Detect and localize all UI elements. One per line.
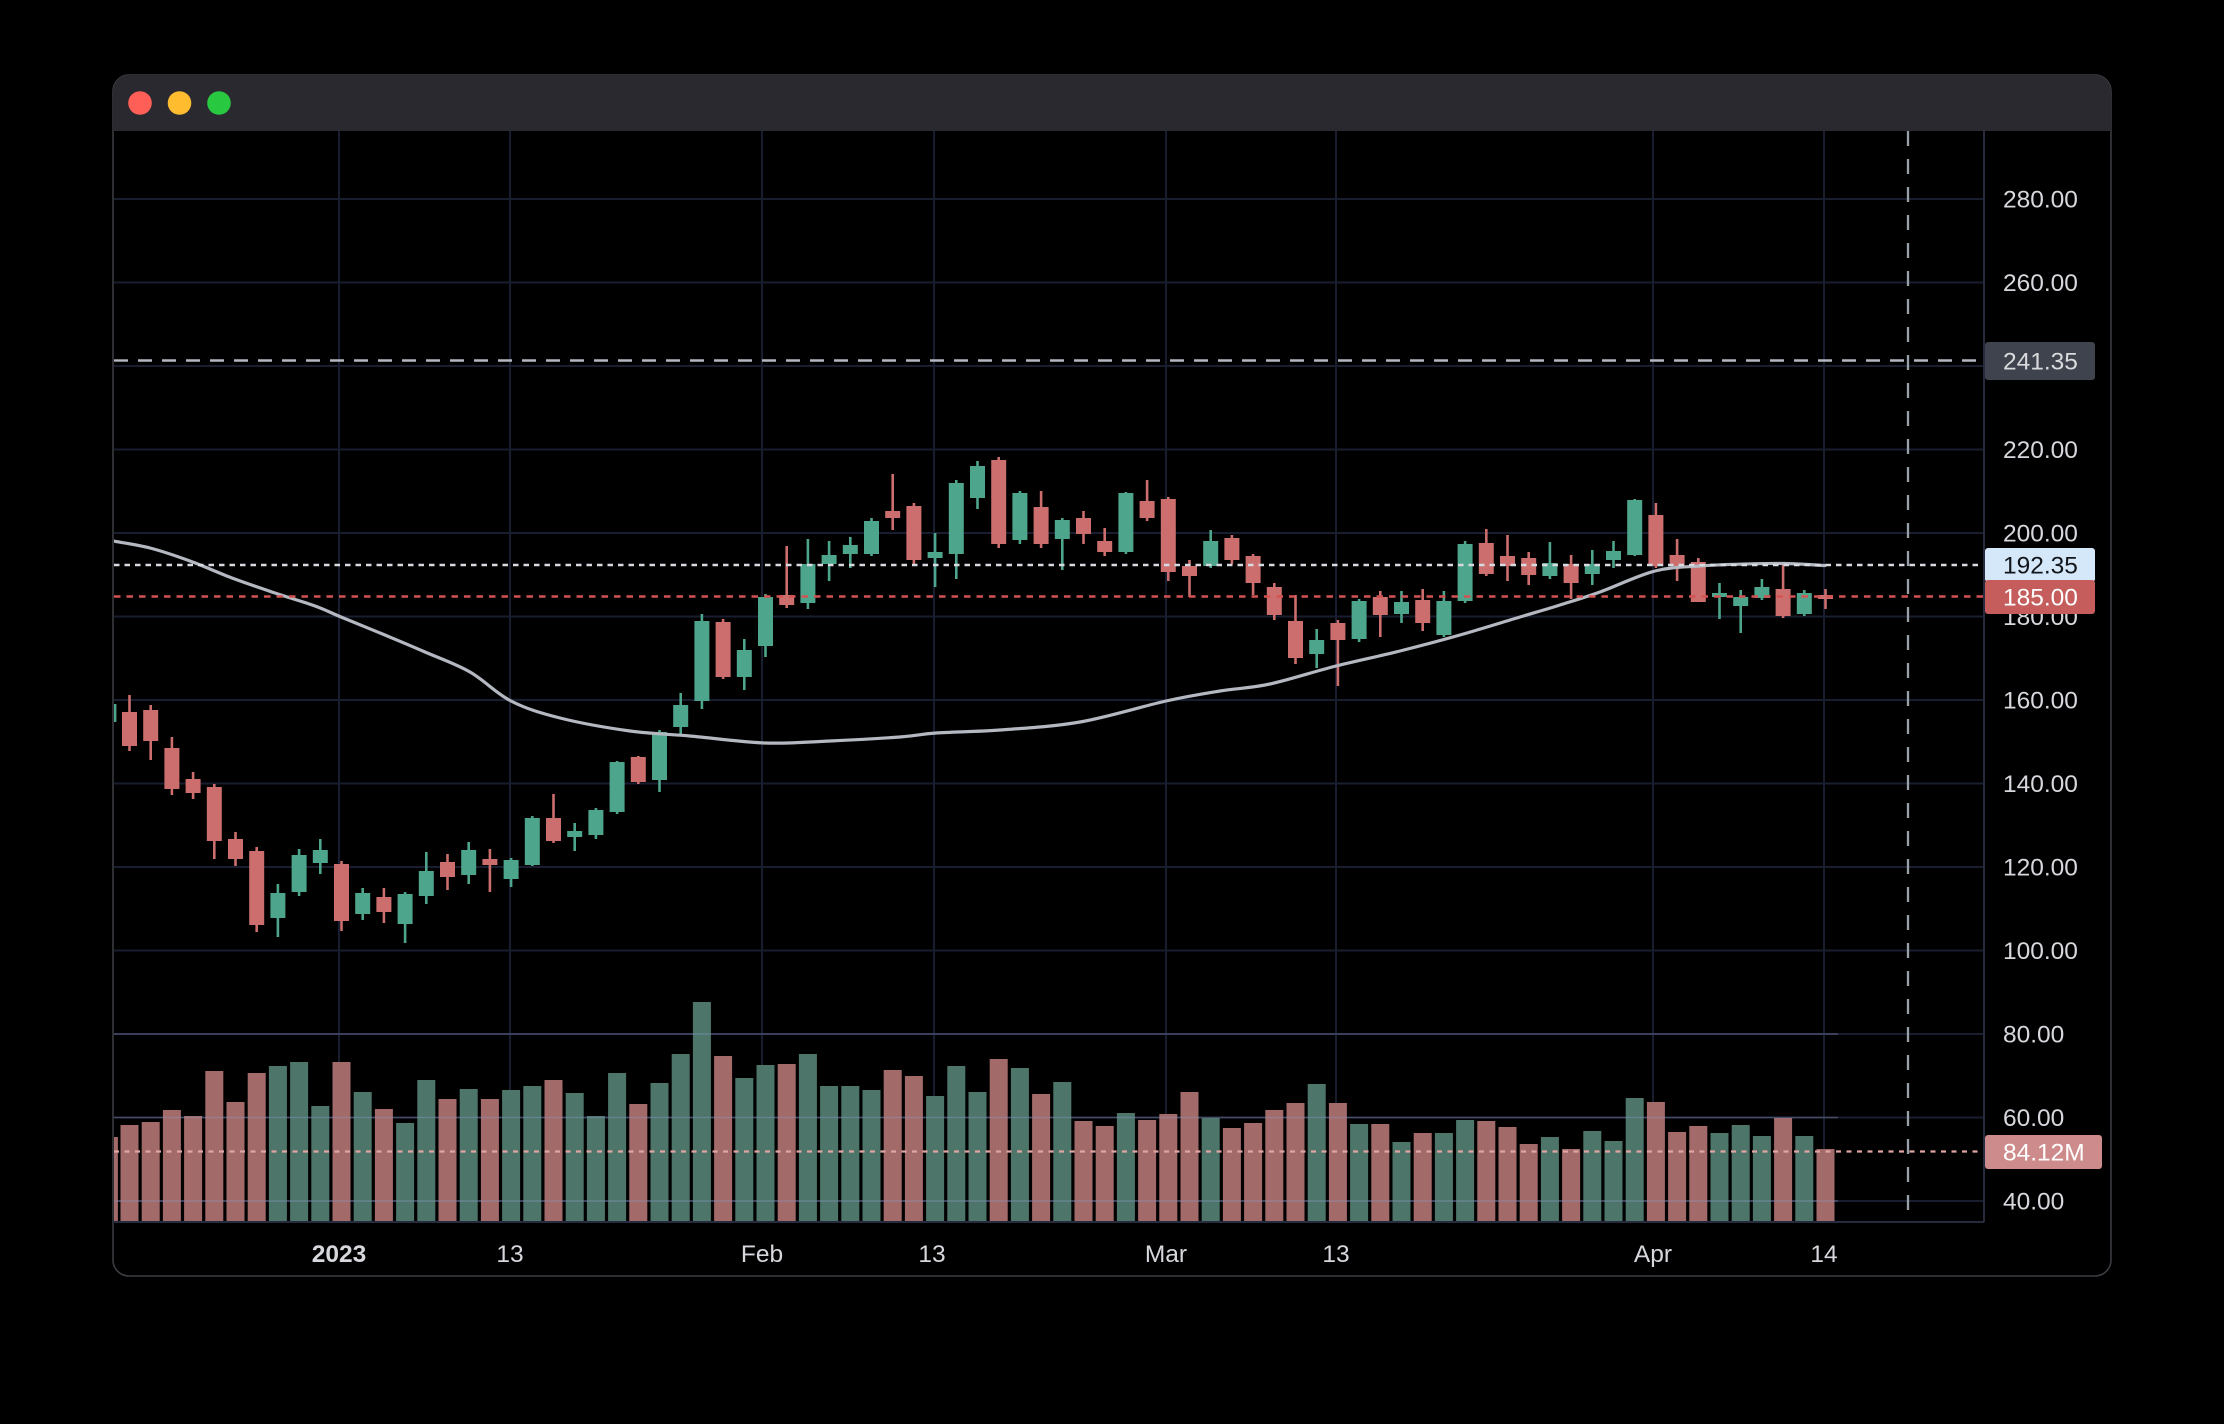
svg-text:192.35: 192.35 — [2003, 553, 2078, 580]
svg-text:100.00: 100.00 — [2003, 938, 2078, 965]
svg-text:13: 13 — [1322, 1241, 1349, 1268]
svg-text:241.35: 241.35 — [2003, 349, 2078, 376]
svg-text:13: 13 — [496, 1241, 523, 1268]
svg-text:Mar: Mar — [1145, 1241, 1187, 1268]
svg-text:140.00: 140.00 — [2003, 771, 2078, 798]
svg-text:260.00: 260.00 — [2003, 270, 2078, 297]
svg-text:60.00: 60.00 — [2003, 1105, 2064, 1132]
svg-text:Feb: Feb — [741, 1241, 783, 1268]
svg-text:13: 13 — [918, 1241, 945, 1268]
svg-text:80.00: 80.00 — [2003, 1022, 2064, 1049]
svg-text:Apr: Apr — [1634, 1241, 1672, 1268]
svg-text:2023: 2023 — [312, 1241, 367, 1268]
svg-text:160.00: 160.00 — [2003, 688, 2078, 715]
svg-text:14: 14 — [1810, 1241, 1837, 1268]
svg-text:84.12M: 84.12M — [2003, 1140, 2085, 1167]
svg-text:40.00: 40.00 — [2003, 1189, 2064, 1216]
svg-text:185.00: 185.00 — [2003, 585, 2078, 612]
svg-text:220.00: 220.00 — [2003, 437, 2078, 464]
svg-text:120.00: 120.00 — [2003, 855, 2078, 882]
svg-text:200.00: 200.00 — [2003, 521, 2078, 548]
svg-text:280.00: 280.00 — [2003, 187, 2078, 214]
